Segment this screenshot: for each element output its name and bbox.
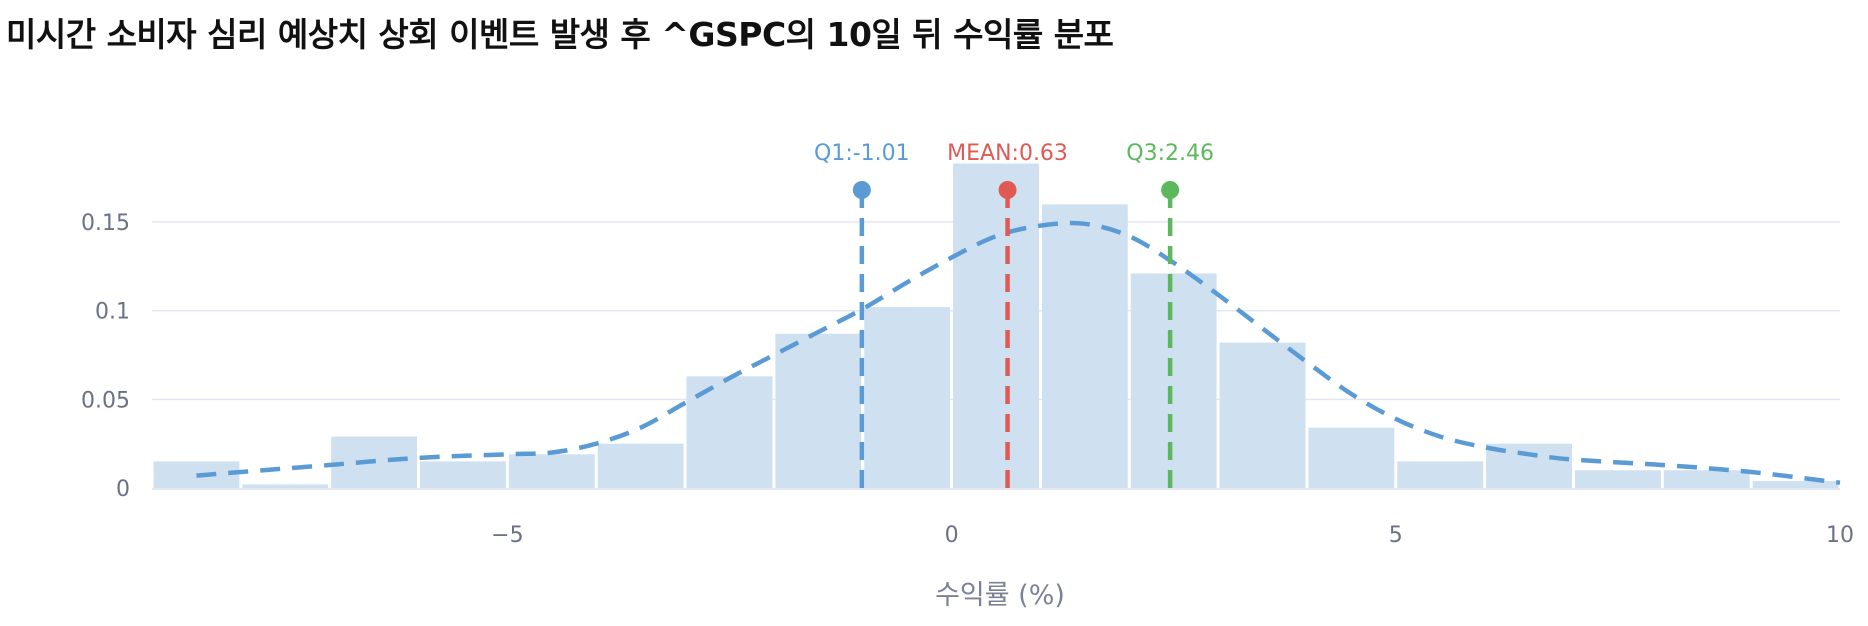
axes: 0 0.05 0.1 0.15 −5 0 5 10	[81, 211, 1854, 548]
kde-curve	[196, 220, 1841, 485]
histogram-bar	[1663, 470, 1750, 488]
q1-marker-dot	[852, 181, 871, 199]
q3-marker-label: Q3:2.46	[1126, 141, 1214, 166]
histogram-bar	[1574, 470, 1661, 488]
mean-marker-label: MEAN:0.63	[947, 141, 1068, 166]
y-tick-label: 0.05	[81, 388, 130, 413]
histogram-bar	[1130, 273, 1217, 488]
kde-curve-layer	[196, 220, 1841, 485]
stat-markers: Q1:-1.01 MEAN:0.63 Q3:2.46	[814, 141, 1214, 488]
histogram-bar	[508, 454, 595, 488]
histogram-bar	[420, 461, 506, 488]
histogram-bar	[1752, 480, 1839, 488]
histogram-bar	[1308, 427, 1395, 488]
histogram-bar	[953, 163, 1039, 488]
x-axis-title: 수익률 (%)	[935, 580, 1065, 611]
y-tick-label: 0.1	[95, 300, 130, 325]
histogram-bar	[242, 484, 329, 488]
histogram-bar	[1397, 461, 1484, 488]
mean-marker-dot	[998, 181, 1017, 199]
chart-title: 미시간 소비자 심리 예상치 상회 이벤트 발생 후 ^GSPC의 10일 뒤 …	[6, 15, 1114, 54]
histogram-bars	[153, 163, 1839, 488]
x-tick-label: 5	[1389, 523, 1403, 548]
histogram-bar	[775, 333, 862, 488]
histogram-bar	[1041, 204, 1128, 488]
histogram-bar	[597, 443, 684, 488]
y-tick-label: 0.15	[81, 211, 130, 236]
q3-marker-dot	[1161, 181, 1180, 199]
y-tick-label: 0	[116, 477, 130, 502]
x-tick-label: −5	[491, 523, 523, 548]
x-tick-label: 0	[945, 523, 959, 548]
x-tick-label: 10	[1826, 523, 1854, 548]
q1-marker-label: Q1:-1.01	[814, 141, 910, 166]
histogram-bar	[1219, 342, 1306, 488]
histogram-bar	[864, 307, 951, 488]
